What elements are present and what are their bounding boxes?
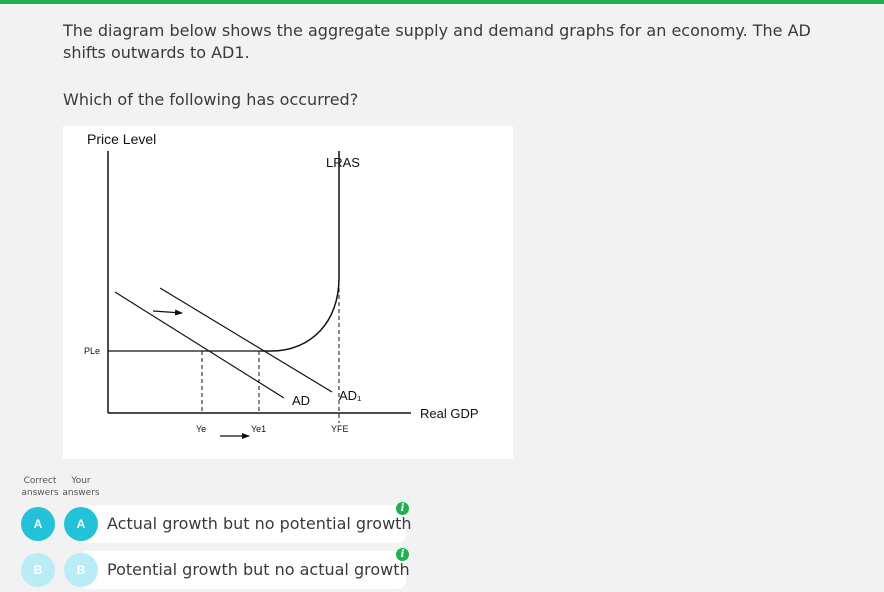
answer-box[interactable] xyxy=(84,505,406,543)
ad-curve xyxy=(114,291,285,399)
lras-curve xyxy=(261,151,340,352)
y-axis-label: Price Level xyxy=(87,131,156,147)
correct-answer-marker-b: B xyxy=(21,553,55,587)
ye1-label: Ye1 xyxy=(251,424,266,434)
correct-answers-header-line1: Correct xyxy=(23,476,57,486)
ye-label: Ye xyxy=(196,424,206,434)
answer-text-b: Potential growth but no actual growth xyxy=(107,560,410,579)
correct-answers-header: Correct answers xyxy=(18,475,62,499)
price-level-label: PLe xyxy=(84,346,100,356)
ad-label: AD xyxy=(292,393,310,408)
question-text: The diagram below shows the aggregate su… xyxy=(63,21,811,62)
yfe-label: YFE xyxy=(331,424,349,434)
answer-option-a[interactable]: A A Actual growth but no potential growt… xyxy=(0,502,884,543)
ad1-label: AD₁ xyxy=(339,388,362,403)
answer-option-b[interactable]: B B Potential growth but no actual growt… xyxy=(0,548,884,589)
ad-as-diagram: Price Level Real GDP LRAS PLe AD AD₁ Ye … xyxy=(63,126,513,459)
your-answer-marker-b[interactable]: B xyxy=(64,553,98,587)
correct-answers-header-line2: answers xyxy=(21,488,59,498)
question-prompt: Which of the following has occurred? xyxy=(63,90,359,109)
shift-arrow-top xyxy=(152,309,183,316)
ad1-curve xyxy=(159,287,333,393)
your-answers-header: Your answers xyxy=(59,475,103,499)
your-answers-header-line2: answers xyxy=(62,488,100,498)
info-icon[interactable]: i xyxy=(396,548,409,561)
answer-box[interactable] xyxy=(84,551,406,589)
answer-text-a: Actual growth but no potential growth xyxy=(107,514,412,533)
lras-label: LRAS xyxy=(326,155,360,170)
your-answer-marker-a[interactable]: A xyxy=(64,507,98,541)
top-accent-bar xyxy=(0,0,884,4)
info-icon[interactable]: i xyxy=(396,502,409,515)
your-answers-header-line1: Your xyxy=(71,476,91,486)
x-axis-label: Real GDP xyxy=(420,406,479,421)
correct-answer-marker-a: A xyxy=(21,507,55,541)
diagram-svg: Price Level Real GDP LRAS PLe AD AD₁ Ye … xyxy=(84,131,479,439)
